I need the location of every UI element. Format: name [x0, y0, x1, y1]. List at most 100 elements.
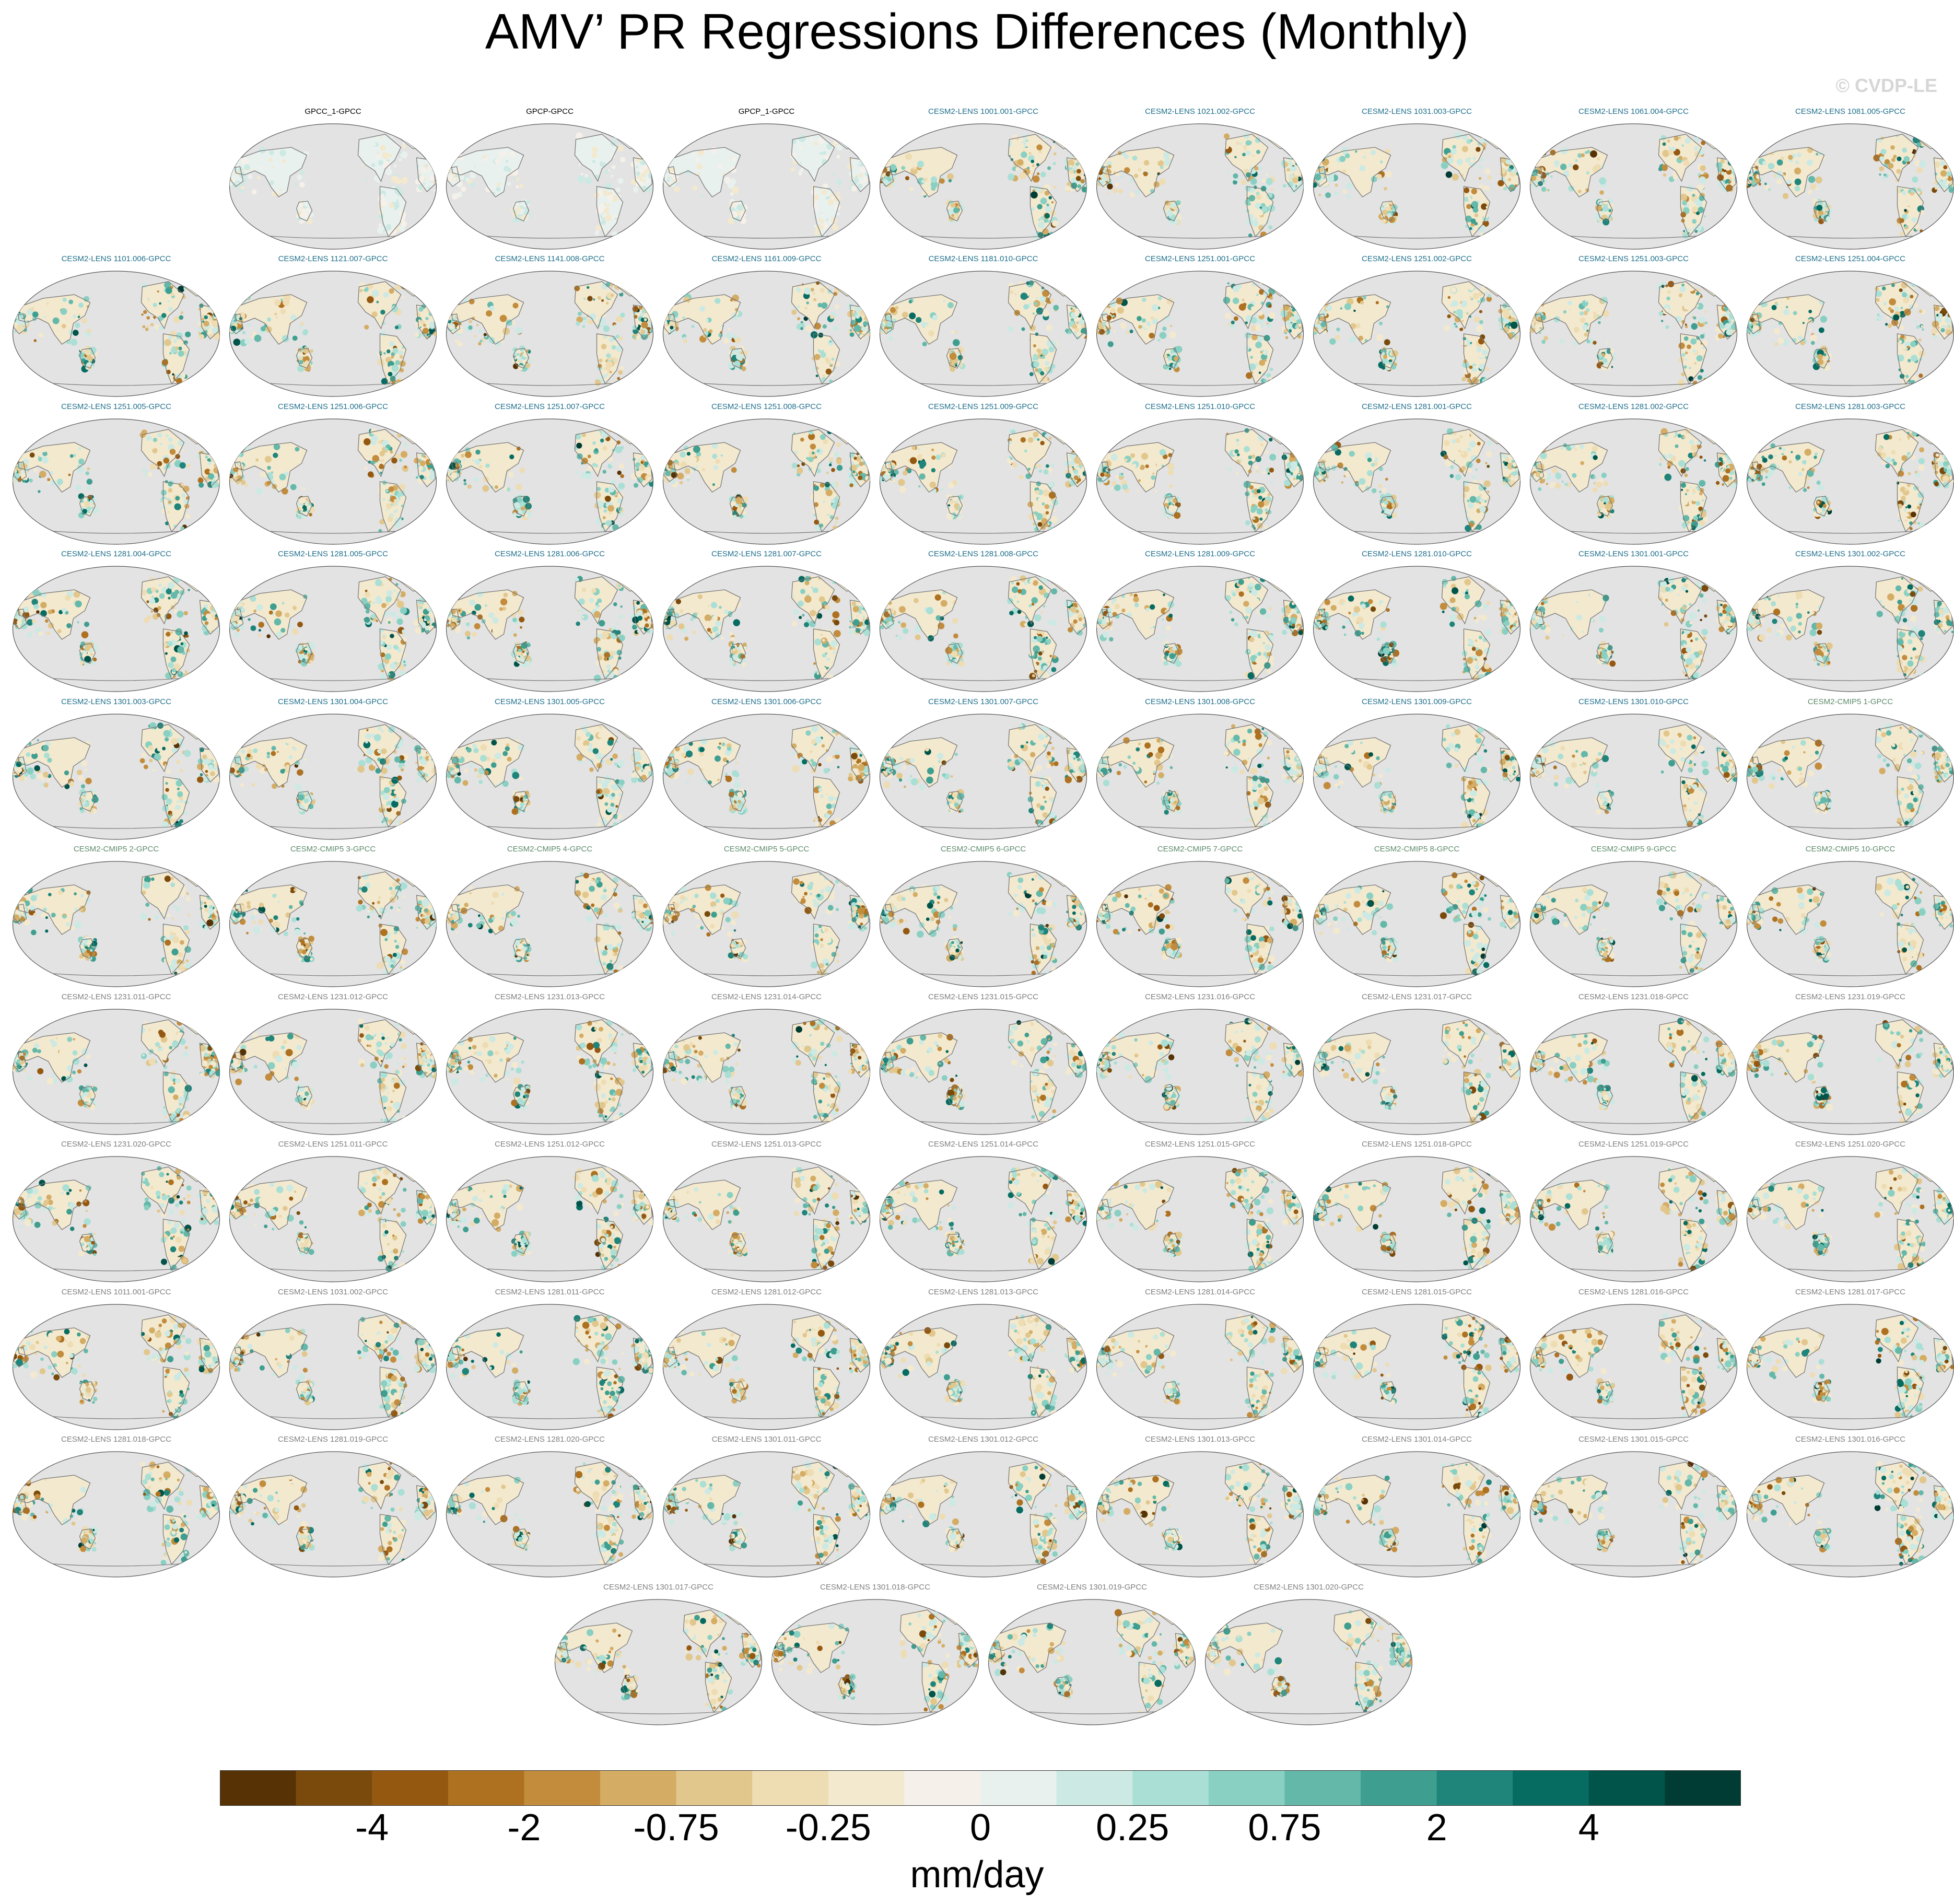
anomaly-patch: [1610, 348, 1614, 353]
anomaly-patch: [1718, 333, 1723, 339]
anomaly-patch: [816, 201, 824, 208]
anomaly-patch: [1447, 314, 1451, 319]
anomaly-patch: [1262, 373, 1266, 376]
anomaly-patch: [1115, 171, 1120, 177]
coastline: [1534, 294, 1608, 345]
anomaly-patch: [1894, 306, 1899, 312]
anomaly-patch: [1044, 367, 1049, 371]
anomaly-patch: [919, 300, 922, 303]
anomaly-patch: [825, 357, 829, 362]
anomaly-patch: [1503, 311, 1510, 319]
anomaly-patch: [847, 163, 853, 170]
anomaly-patch: [592, 463, 596, 467]
anomaly-patch: [1253, 185, 1257, 190]
anomaly-patch: [947, 302, 954, 309]
anomaly-patch: [463, 459, 466, 462]
anomaly-patch: [1484, 190, 1487, 193]
anomaly-patch: [205, 455, 208, 459]
anomaly-patch: [829, 314, 834, 319]
anomaly-patch: [1583, 310, 1588, 316]
anomaly-patch: [1683, 297, 1689, 303]
anomaly-patch: [454, 174, 458, 178]
anomaly-patch: [1679, 286, 1686, 293]
anomaly-patch: [1817, 359, 1824, 365]
anomaly-patch: [1032, 164, 1035, 167]
anomaly-patch: [168, 335, 173, 340]
anomaly-patch: [39, 332, 44, 338]
anomaly-patch: [901, 166, 906, 170]
anomaly-patch: [174, 503, 181, 510]
anomaly-patch: [1749, 176, 1752, 180]
anomaly-patch: [1042, 289, 1049, 297]
anomaly-patch: [1660, 146, 1664, 150]
world-map: [879, 271, 1087, 397]
anomaly-patch: [507, 156, 513, 162]
anomaly-patch: [580, 172, 583, 176]
antarctica-coastline: [683, 381, 850, 386]
anomaly-patch: [1010, 290, 1014, 294]
anomaly-patch: [1075, 318, 1078, 321]
anomaly-patch: [1037, 221, 1045, 229]
world-map: [1313, 123, 1521, 250]
anomaly-patch: [489, 479, 497, 486]
anomaly-patch: [584, 173, 588, 178]
anomaly-patch: [1042, 348, 1049, 355]
anomaly-patch: [1224, 133, 1230, 139]
anomaly-patch: [511, 168, 519, 176]
anomaly-patch: [1469, 296, 1473, 299]
anomaly-patch: [1948, 163, 1953, 169]
anomaly-patch: [1042, 310, 1049, 317]
anomaly-patch: [469, 162, 475, 169]
anomaly-patch: [1163, 206, 1167, 210]
anomaly-patch: [1702, 340, 1708, 346]
anomaly-patch: [1516, 160, 1520, 163]
coastline: [1534, 147, 1608, 197]
anomaly-patch: [184, 528, 189, 533]
anomaly-patch: [727, 182, 734, 189]
anomaly-patch: [450, 158, 458, 165]
coastline: [1813, 201, 1830, 221]
anomaly-patch: [587, 466, 592, 471]
anomaly-patch: [1581, 153, 1585, 157]
anomaly-patch: [180, 311, 183, 314]
anomaly-patch: [706, 319, 709, 322]
anomaly-patch: [1020, 293, 1028, 300]
anomaly-patch: [1254, 166, 1259, 171]
anomaly-patch: [172, 373, 174, 376]
anomaly-patch: [669, 320, 676, 328]
anomaly-patch: [482, 163, 485, 167]
anomaly-patch: [429, 183, 433, 187]
anomaly-patch: [1234, 156, 1237, 159]
anomaly-patch: [1454, 132, 1461, 139]
anomaly-patch: [834, 204, 841, 211]
anomaly-patch: [1287, 156, 1292, 161]
anomaly-patch: [1050, 341, 1057, 348]
coastline: [1224, 134, 1269, 182]
anomaly-patch: [603, 325, 610, 332]
anomaly-patch: [1805, 186, 1808, 189]
anomaly-patch: [1469, 365, 1473, 369]
anomaly-patch: [941, 174, 944, 178]
anomaly-patch: [1350, 323, 1356, 330]
anomaly-patch: [641, 163, 648, 170]
anomaly-patch: [243, 164, 250, 170]
anomaly-patch: [952, 339, 960, 346]
anomaly-patch: [508, 472, 514, 477]
anomaly-patch: [1040, 171, 1046, 178]
anomaly-patch: [1152, 318, 1158, 324]
anomaly-patch: [176, 378, 182, 384]
anomaly-patch: [1469, 139, 1473, 142]
anomaly-patch: [820, 308, 823, 310]
anomaly-patch: [1682, 200, 1687, 206]
anomaly-patch: [673, 299, 676, 303]
anomaly-patch: [809, 136, 813, 141]
anomaly-patch: [683, 338, 687, 343]
anomaly-patch: [427, 169, 429, 171]
anomaly-patch: [282, 159, 286, 163]
anomaly-patch: [943, 300, 945, 302]
anomaly-patch: [164, 282, 171, 289]
anomaly-patch: [460, 453, 465, 458]
anomaly-patch: [1773, 315, 1777, 319]
panel-label: CESM2-LENS 1251.004-GPCC: [1742, 254, 1954, 263]
anomaly-patch: [371, 435, 378, 442]
